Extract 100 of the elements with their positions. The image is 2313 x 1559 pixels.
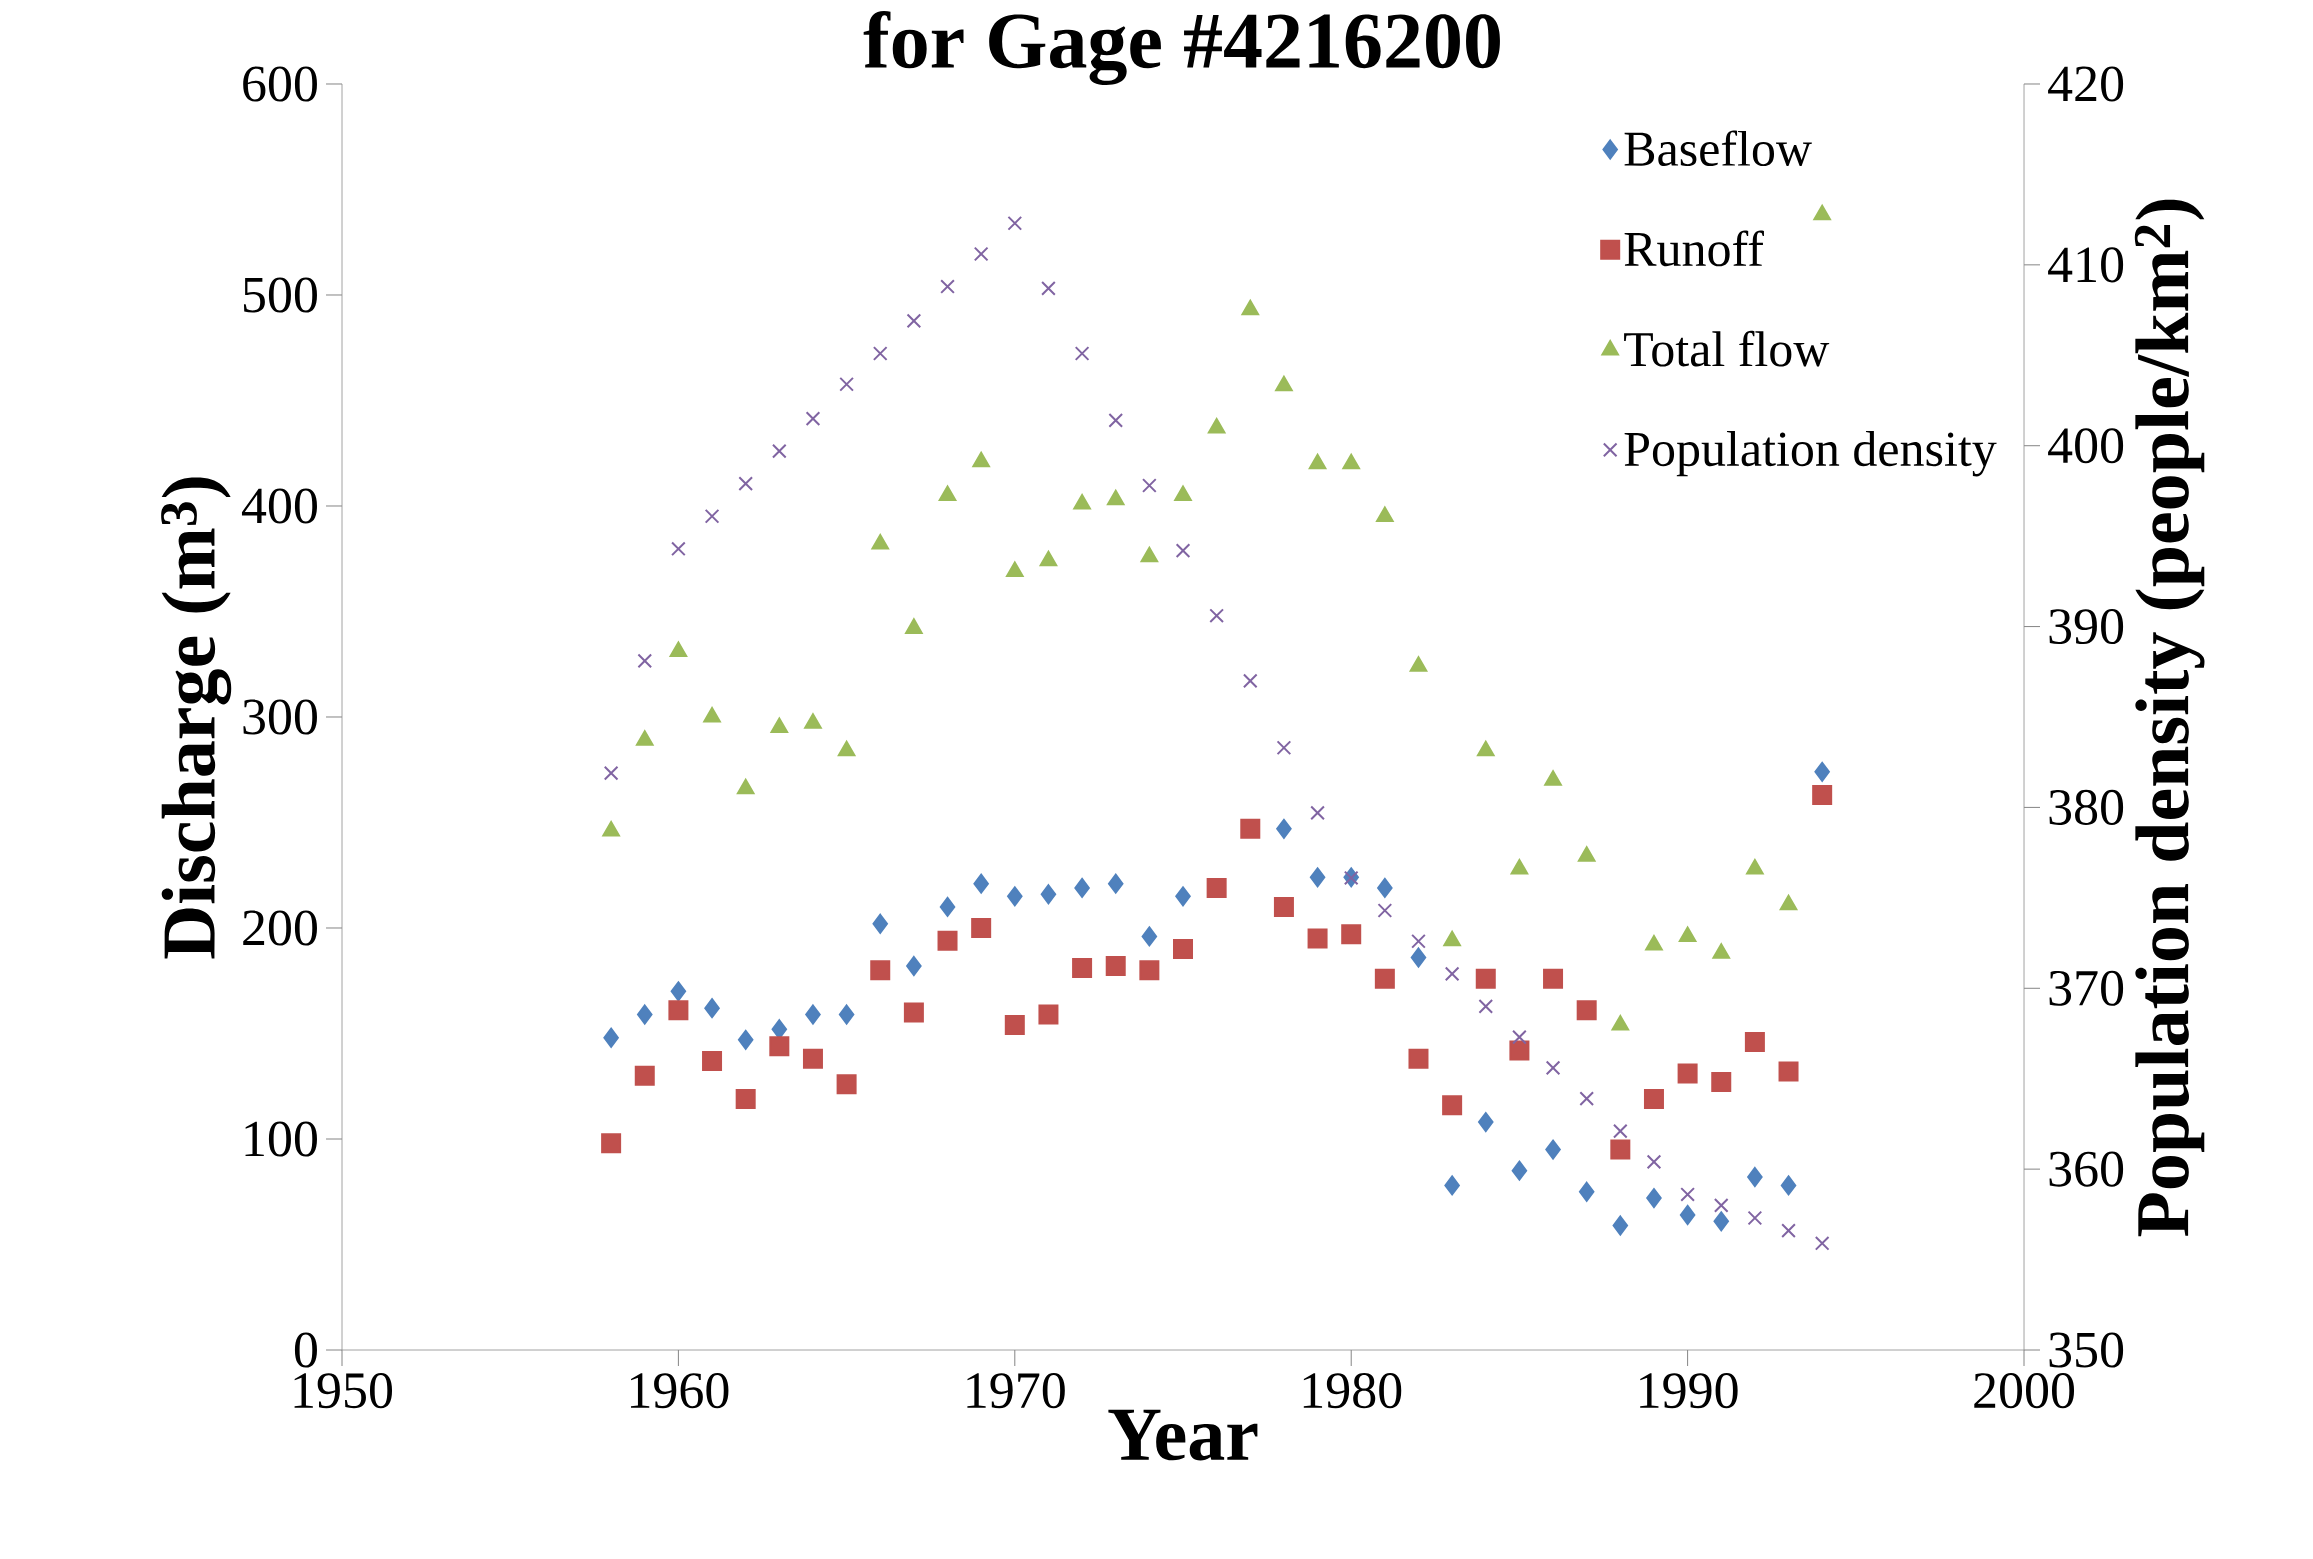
point (1444, 1175, 1460, 1196)
point (1409, 656, 1428, 672)
point (1713, 1197, 1729, 1213)
point (1376, 506, 1394, 523)
point (1778, 1061, 1799, 1082)
point (1276, 818, 1292, 839)
point (1442, 1095, 1463, 1116)
point (906, 955, 922, 976)
point (1273, 896, 1294, 917)
y2-tick-label: 380 (2049, 789, 2124, 825)
point (1206, 877, 1227, 898)
point (670, 981, 687, 1002)
legend-label: Baseflow (1624, 130, 1812, 167)
chart-title: for Gage #4216200 (863, 11, 1500, 86)
point (737, 1029, 754, 1050)
point (971, 918, 992, 938)
point (1040, 884, 1057, 905)
point (1007, 215, 1023, 231)
y-tick-label: 500 (243, 277, 317, 313)
point (937, 930, 958, 951)
point (872, 913, 888, 934)
point (1510, 858, 1529, 875)
point (634, 1065, 655, 1086)
y2-tick-label: 360 (2049, 1151, 2124, 1187)
point (1006, 561, 1024, 577)
x-tick-label: 1990 (1640, 1373, 1738, 1409)
point (1511, 1160, 1528, 1181)
point (704, 508, 720, 524)
point (1478, 999, 1494, 1014)
point (1475, 968, 1496, 989)
point (1645, 934, 1663, 951)
legend-label: Total flow (1624, 330, 1830, 367)
x-axis-title: Year (1108, 1409, 1258, 1461)
point (836, 1074, 857, 1095)
y-tick-label: 400 (241, 488, 317, 524)
point (603, 765, 619, 781)
point (1579, 1091, 1595, 1106)
x-tick-label: 1960 (630, 1373, 729, 1409)
point (1007, 886, 1023, 907)
point (1612, 1123, 1628, 1139)
point (669, 641, 688, 658)
point (735, 1088, 756, 1109)
point (939, 896, 956, 917)
y-tick-label: 200 (243, 910, 317, 946)
point (601, 1133, 622, 1154)
point (668, 1000, 689, 1021)
point (1610, 1139, 1631, 1160)
point (1643, 1088, 1664, 1109)
x-tick-label: 1950 (294, 1373, 393, 1409)
point (770, 717, 789, 734)
point (1139, 960, 1160, 981)
point (1107, 873, 1124, 894)
point (1779, 894, 1798, 911)
point (1374, 968, 1395, 989)
y-tick-label: 0 (294, 1332, 317, 1368)
point (1746, 858, 1764, 875)
point (839, 376, 854, 392)
y2-axis-title: Population density (people/km$^{2}$) (2134, 199, 2205, 1237)
point (1173, 939, 1194, 960)
point (1478, 1112, 1494, 1133)
point (1712, 943, 1731, 959)
point (1073, 493, 1091, 510)
point (1341, 924, 1362, 945)
point (635, 730, 654, 746)
point (1072, 958, 1093, 979)
point (1612, 1215, 1629, 1236)
point (973, 873, 989, 894)
point (1308, 453, 1327, 470)
point (1677, 1063, 1698, 1084)
point (1711, 1072, 1732, 1093)
x-tick-label: 2000 (1974, 1373, 2075, 1409)
point (1646, 1154, 1662, 1170)
point (940, 279, 955, 294)
point (972, 451, 990, 468)
point (805, 411, 821, 426)
point (1309, 867, 1326, 888)
point (1780, 1175, 1797, 1196)
y-axis-title: Discharge (m$^{3}$) (161, 477, 232, 959)
point (802, 1048, 823, 1069)
x-tick-label: 1970 (967, 1373, 1065, 1409)
point (1747, 1210, 1763, 1226)
point (903, 1002, 924, 1023)
point (1509, 1040, 1530, 1061)
point (1812, 785, 1833, 806)
point (637, 1004, 653, 1025)
point (703, 706, 721, 723)
point (602, 820, 620, 837)
point (1276, 740, 1292, 756)
point (1577, 846, 1596, 862)
point (637, 653, 653, 669)
point (1611, 1015, 1630, 1031)
point (1342, 453, 1361, 470)
y2-tick-label: 410 (2048, 247, 2124, 283)
point (1108, 413, 1124, 428)
point (1814, 761, 1830, 782)
point (1240, 818, 1261, 839)
point (1174, 485, 1192, 501)
point (1039, 550, 1058, 567)
point (1209, 608, 1225, 624)
point (1680, 1187, 1695, 1202)
